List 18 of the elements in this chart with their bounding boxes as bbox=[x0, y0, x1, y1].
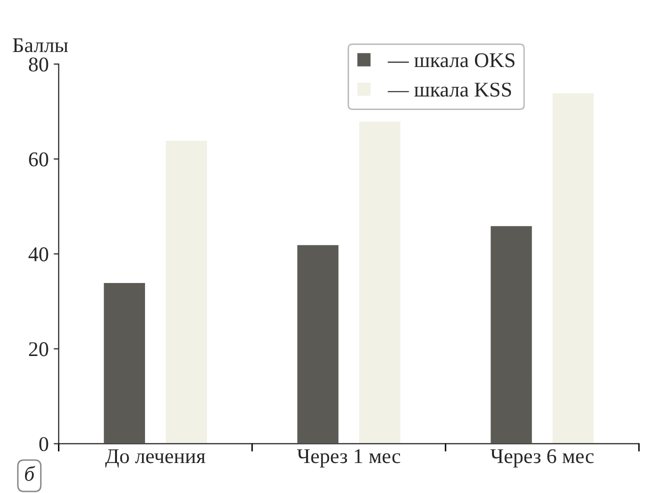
bar bbox=[102, 282, 146, 444]
bar bbox=[164, 139, 208, 444]
x-tick-label: Через 1 мес bbox=[297, 449, 400, 468]
y-tick-label: 0 bbox=[39, 437, 48, 452]
bar bbox=[296, 244, 340, 444]
y-tick-label: 80 bbox=[28, 57, 48, 72]
bar bbox=[358, 120, 402, 444]
y-tick-label: 60 bbox=[29, 152, 48, 166]
y-tick-label: 40 bbox=[28, 247, 48, 262]
bar bbox=[489, 224, 534, 444]
x-tick-label: Через 6 мес bbox=[490, 449, 594, 468]
y-tick-label: 20 bbox=[29, 342, 48, 356]
y-axis-title: Баллы bbox=[12, 38, 68, 52]
text: б bbox=[25, 466, 36, 481]
bar bbox=[551, 92, 596, 444]
legend-label: — шкала OKS bbox=[388, 53, 514, 68]
x-tick-label: До лечения bbox=[105, 449, 206, 468]
legend-label: — шкала KSS bbox=[388, 82, 512, 97]
